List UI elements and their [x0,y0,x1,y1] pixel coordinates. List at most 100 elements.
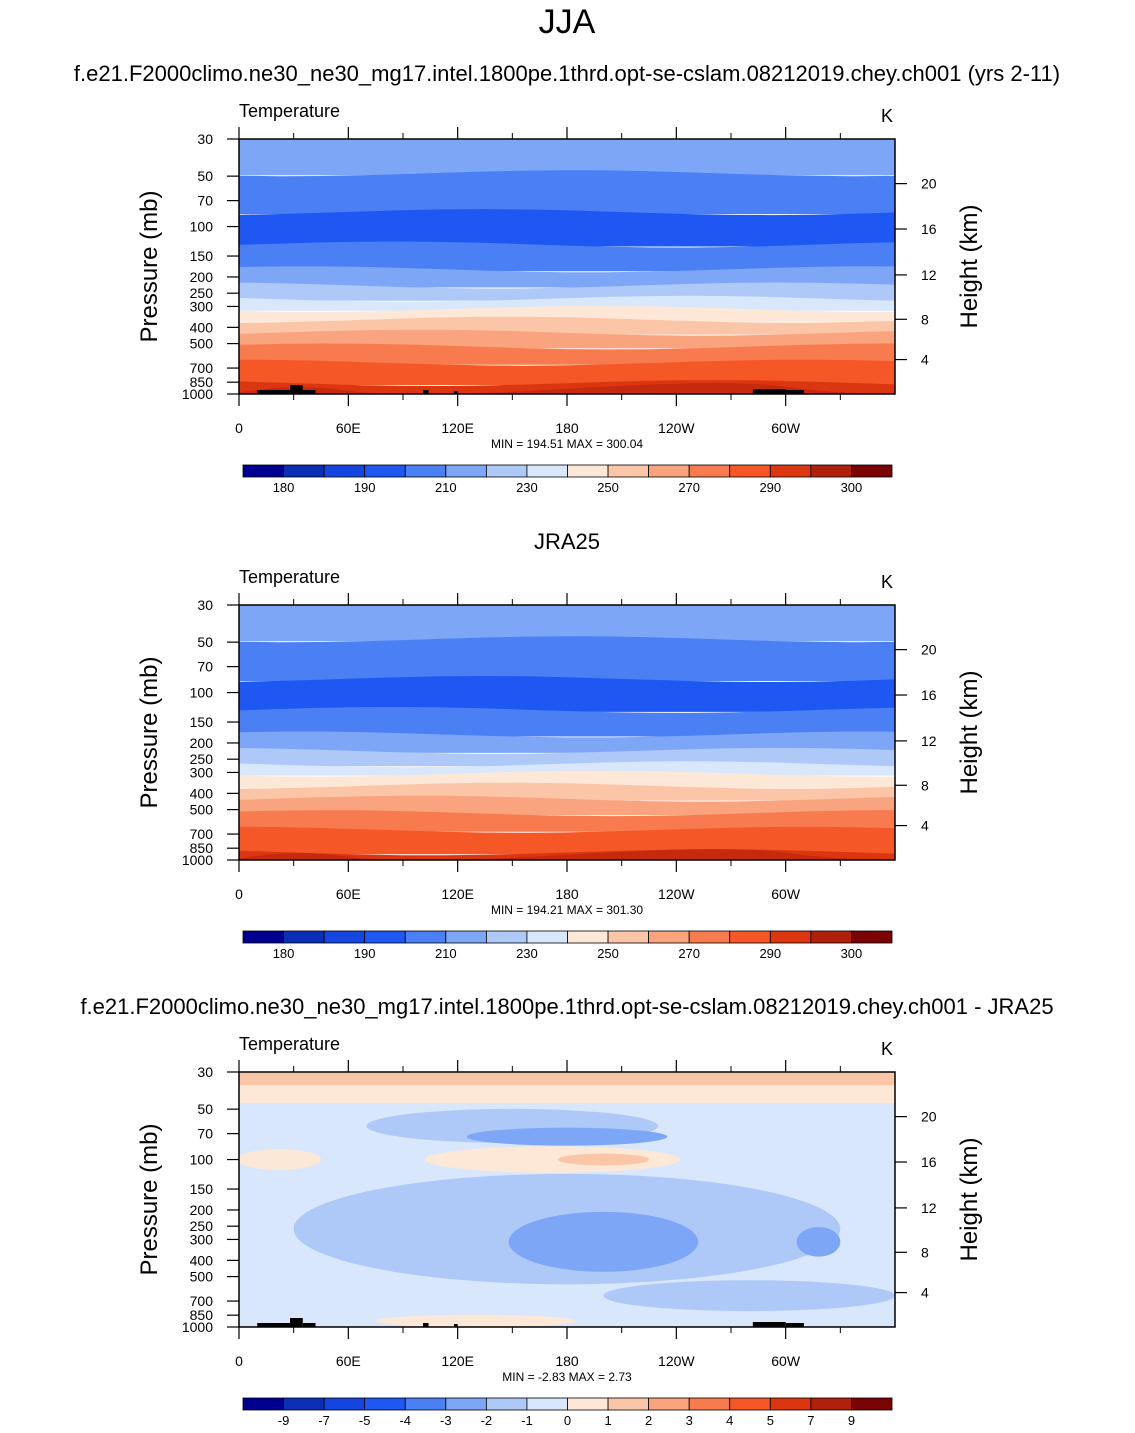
y-tick-label: 200 [190,1202,214,1218]
contour-region [424,1146,680,1173]
x-tick-label: 0 [235,420,243,436]
colorbar-box [648,1397,690,1411]
colorbar-label: 270 [678,946,700,961]
y-tick-label: 70 [197,1126,213,1142]
y-tick-label: 1000 [182,1319,213,1335]
contour-region [508,1211,699,1272]
y-tick-label: 500 [190,336,214,352]
colorbar-label: 180 [273,946,295,961]
contour-band [239,241,895,272]
y-tick-label: 500 [190,1269,214,1285]
y-tick-label: 300 [190,298,214,314]
x-tick-label: 60E [336,420,361,436]
y-axis-title: Pressure (mb) [136,190,163,342]
y2-tick-label: 4 [921,352,929,368]
min-max-stats: MIN = 194.21 MAX = 301.30 [491,903,643,917]
y-tick-label: 50 [197,1101,213,1117]
colorbar-label: -7 [318,1413,330,1428]
y2-tick-label: 8 [921,777,929,793]
contour-band [239,295,895,311]
colorbar-box [567,930,609,944]
y-tick-label: 1000 [182,386,213,402]
y-tick-label: 250 [190,1218,214,1234]
y-tick-label: 850 [190,374,214,390]
colorbar-box [242,930,284,944]
topography [785,1323,804,1327]
y-tick-label: 70 [197,193,213,209]
x-tick-label: 180 [555,886,579,902]
contour-region [557,1153,649,1166]
y-tick-label: 400 [190,319,214,335]
plot-area [239,139,895,394]
units-label: K [881,106,893,126]
colorbar-box [283,930,325,944]
topography [454,1324,458,1327]
colorbar-box [242,464,284,478]
panel-1: f.e21.F2000climo.ne30_ne30_mg17.intel.18… [74,61,1060,495]
colorbar-box [810,930,852,944]
y-tick-label: 70 [197,659,213,675]
colorbar-box [445,930,487,944]
x-tick-label: 60W [771,1353,801,1369]
x-tick-label: 120W [658,1353,695,1369]
topography [302,1323,316,1327]
variable-label: Temperature [239,1034,340,1054]
colorbar-box [445,464,487,478]
colorbar-box [607,930,650,944]
contour-band [239,605,895,642]
colorbar-box [688,1397,731,1411]
colorbar-box [769,930,812,944]
colorbar-label: 190 [354,480,376,495]
contour-region [466,1127,668,1146]
colorbar-label: 250 [597,480,619,495]
x-tick-label: 120W [658,886,695,902]
y2-axis-title: Height (km) [956,670,983,794]
y-tick-label: 200 [190,269,214,285]
y2-tick-label: 12 [921,267,937,283]
contour-band [239,826,895,855]
y2-tick-label: 12 [921,1200,937,1216]
x-tick-label: 120W [658,420,695,436]
colorbar-box [810,464,852,478]
figure-title: JJA [539,3,596,41]
surface-layer [239,383,895,394]
y-tick-label: 850 [190,840,214,856]
contour-band [239,266,895,288]
variable-label: Temperature [239,101,340,121]
y-tick-label: 30 [197,597,213,613]
colorbar-box [769,464,812,478]
colorbar-label: 210 [435,480,457,495]
y-axis-title: Pressure (mb) [136,656,163,808]
colorbar-label: -9 [278,1413,290,1428]
colorbar-box [526,930,568,944]
contour-band [239,359,895,385]
colorbar-box [485,1397,528,1411]
colorbar-box [851,464,893,478]
y-tick-label: 100 [190,1152,214,1168]
colorbar-box [851,930,893,944]
y-tick-label: 300 [190,764,214,780]
x-tick-label: 180 [555,1353,579,1369]
y-tick-label: 100 [190,685,214,701]
colorbar-box [323,1397,366,1411]
colorbar-label: 9 [848,1413,855,1428]
colorbar-box [242,1397,284,1411]
units-label: K [881,572,893,592]
colorbar-box [810,1397,852,1411]
topography [423,390,429,394]
y2-tick-label: 20 [921,1109,937,1125]
colorbar-box [769,1397,812,1411]
contour-region [603,1280,895,1312]
contour-band [239,761,895,776]
topography [454,391,458,394]
contour-band [239,707,895,737]
colorbar-box [729,464,771,478]
y-tick-label: 1000 [182,852,213,868]
colorbar-label: 210 [435,946,457,961]
colorbar-box [404,930,447,944]
y2-tick-label: 16 [921,687,937,703]
contour-band [239,676,895,712]
colorbar-label: 290 [759,946,781,961]
contour-region [239,1149,321,1170]
variable-label: Temperature [239,567,340,587]
